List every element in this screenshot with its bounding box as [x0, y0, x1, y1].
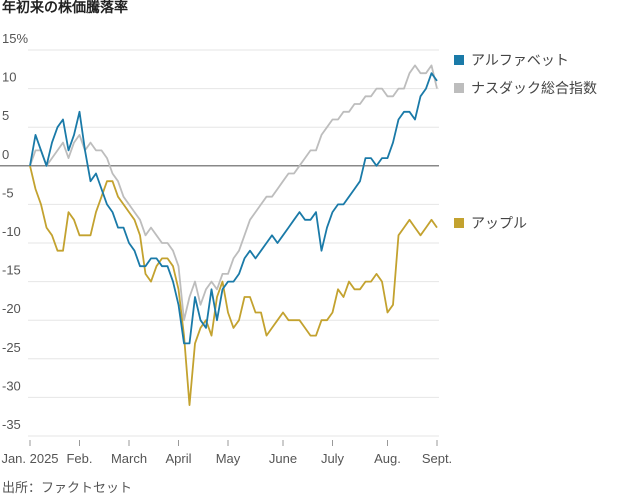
y-tick-label: 10	[2, 70, 16, 85]
series-line	[29, 165, 438, 406]
legend-label: アルファベット	[471, 52, 569, 68]
y-tick-label: 5	[2, 108, 9, 123]
y-tick-label: -10	[2, 224, 21, 239]
x-tick-label: May	[216, 451, 241, 466]
x-tick-label: June	[269, 451, 297, 466]
legend-swatch	[454, 218, 464, 228]
legend-label: アップル	[471, 215, 527, 231]
x-tick-label: Aug.	[374, 451, 401, 466]
y-tick-label: -25	[2, 340, 21, 355]
chart-title: 年初来の株価騰落率	[2, 0, 128, 15]
y-tick-label: 15%	[2, 31, 28, 46]
series-line	[29, 72, 438, 345]
y-tick-label: -20	[2, 301, 21, 316]
legend-label: ナスダック総合指数	[471, 80, 597, 96]
x-tick-label: April	[165, 451, 191, 466]
legend-swatch	[454, 83, 464, 93]
x-tick-label: Feb.	[66, 451, 92, 466]
x-tick-label: Sept.	[422, 451, 452, 466]
y-tick-label: 0	[2, 147, 9, 162]
x-tick-label: March	[111, 451, 147, 466]
y-tick-label: -30	[2, 378, 21, 393]
series-line	[29, 64, 438, 322]
source-note: 出所：ファクトセット	[2, 480, 132, 495]
y-tick-label: -35	[2, 417, 21, 432]
x-tick-label: Jan. 2025	[1, 451, 58, 466]
y-tick-label: -5	[2, 185, 14, 200]
x-tick-label: July	[321, 451, 345, 466]
y-tick-label: -15	[2, 263, 21, 278]
legend-swatch	[454, 55, 464, 65]
